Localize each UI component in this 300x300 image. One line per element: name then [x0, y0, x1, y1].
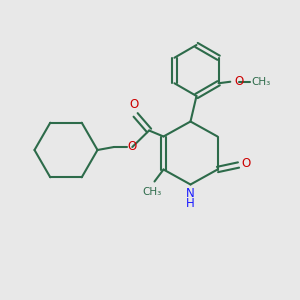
Text: O: O: [234, 75, 243, 88]
Text: N: N: [186, 187, 195, 200]
Text: CH₃: CH₃: [251, 77, 271, 87]
Text: O: O: [130, 98, 139, 111]
Text: O: O: [128, 140, 137, 153]
Text: CH₃: CH₃: [143, 187, 162, 196]
Text: O: O: [241, 157, 250, 170]
Text: H: H: [186, 197, 195, 210]
